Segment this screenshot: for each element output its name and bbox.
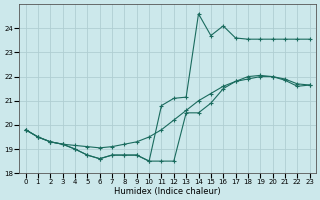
- X-axis label: Humidex (Indice chaleur): Humidex (Indice chaleur): [114, 187, 221, 196]
